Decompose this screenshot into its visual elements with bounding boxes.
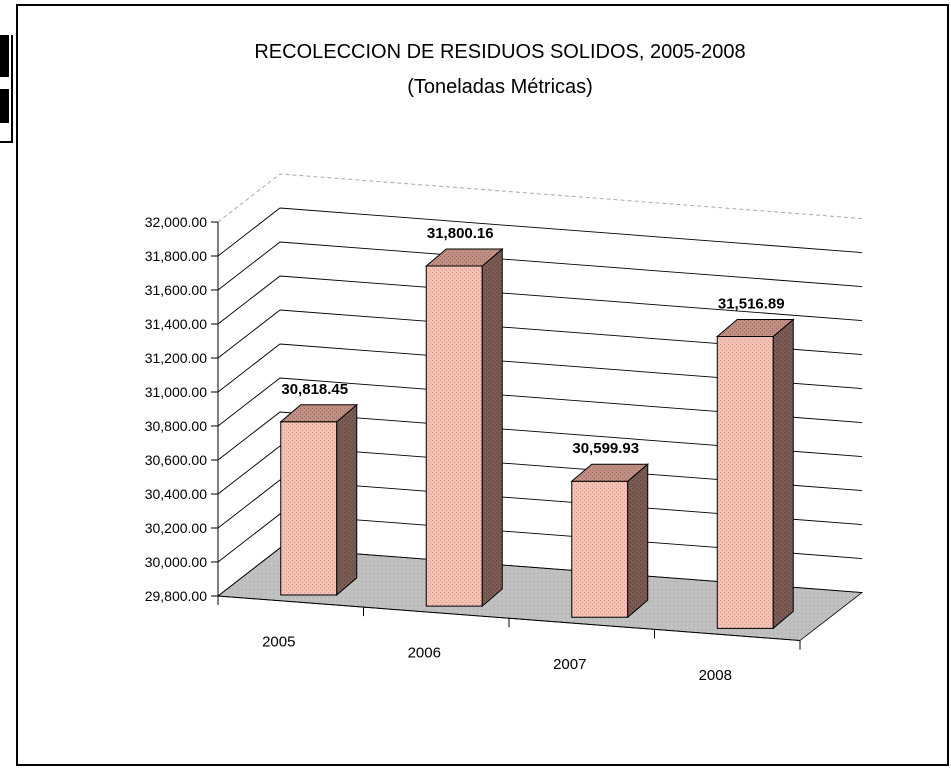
x-tick-label: 2005 — [262, 634, 295, 651]
bar-top — [424, 248, 504, 267]
bar-front — [280, 421, 338, 596]
gridline — [217, 513, 863, 563]
gridline — [217, 479, 863, 529]
gridline — [217, 275, 863, 325]
gridline — [217, 445, 863, 495]
bar-side — [772, 318, 794, 630]
gridline — [217, 377, 863, 427]
y-tick-label: 31,200.00 — [145, 350, 207, 366]
chart-title: RECOLECCION DE RESIDUOS SOLIDOS, 2005-20… — [254, 41, 745, 63]
bar-front — [425, 265, 483, 607]
y-axis — [211, 221, 219, 597]
bars — [279, 247, 795, 630]
chart-subtitle: (Toneladas Métricas) — [407, 76, 593, 98]
gridline — [217, 309, 863, 359]
x-tick-label: 2008 — [699, 667, 732, 684]
y-tick-label: 30,400.00 — [145, 486, 207, 502]
y-tick-label: 30,600.00 — [145, 452, 207, 468]
bar-front — [716, 335, 774, 629]
gridline — [217, 343, 863, 393]
value-label: 30,599.93 — [572, 440, 639, 457]
bar-side — [336, 403, 358, 597]
bar-side — [481, 247, 503, 608]
bar-front — [571, 480, 629, 618]
value-labels: 30,818.45 31,800.16 30,599.93 31,516.89 — [281, 225, 784, 457]
y-tick-label: 30,800.00 — [145, 418, 207, 434]
bar-2006 — [424, 247, 504, 608]
bar-top — [570, 463, 650, 482]
bar-2007 — [570, 463, 650, 619]
gridline — [217, 173, 863, 223]
gridlines — [217, 173, 863, 597]
value-label: 31,516.89 — [718, 295, 785, 312]
value-label: 30,818.45 — [281, 381, 348, 398]
bar-2005 — [279, 403, 359, 597]
x-tick-label: 2006 — [408, 645, 441, 662]
bar-side — [627, 463, 649, 619]
y-tick-label: 31,000.00 — [145, 384, 207, 400]
y-tick-label: 31,800.00 — [145, 248, 207, 264]
value-label: 31,800.16 — [427, 225, 494, 242]
gridline — [217, 207, 863, 257]
y-tick-label: 31,400.00 — [145, 316, 207, 332]
bar-top — [279, 404, 359, 423]
y-tick-label: 31,600.00 — [145, 282, 207, 298]
y-tick-label: 32,000.00 — [145, 214, 207, 230]
y-tick-label: 30,200.00 — [145, 520, 207, 536]
bar-2008 — [715, 318, 795, 630]
y-tick-label: 30,000.00 — [145, 554, 207, 570]
gridline — [217, 547, 863, 597]
y-tick-label: 29,800.00 — [145, 588, 207, 604]
gridline — [217, 241, 863, 291]
gridline — [217, 411, 863, 461]
x-axis: 2005 2006 2007 2008 — [217, 595, 801, 684]
page-edge-mark — [0, 35, 13, 143]
y-tick-labels: 29,800.00 30,000.00 30,200.00 30,400.00 30,6… — [145, 214, 207, 604]
bar-top — [715, 318, 795, 337]
x-tick-label: 2007 — [553, 656, 586, 673]
